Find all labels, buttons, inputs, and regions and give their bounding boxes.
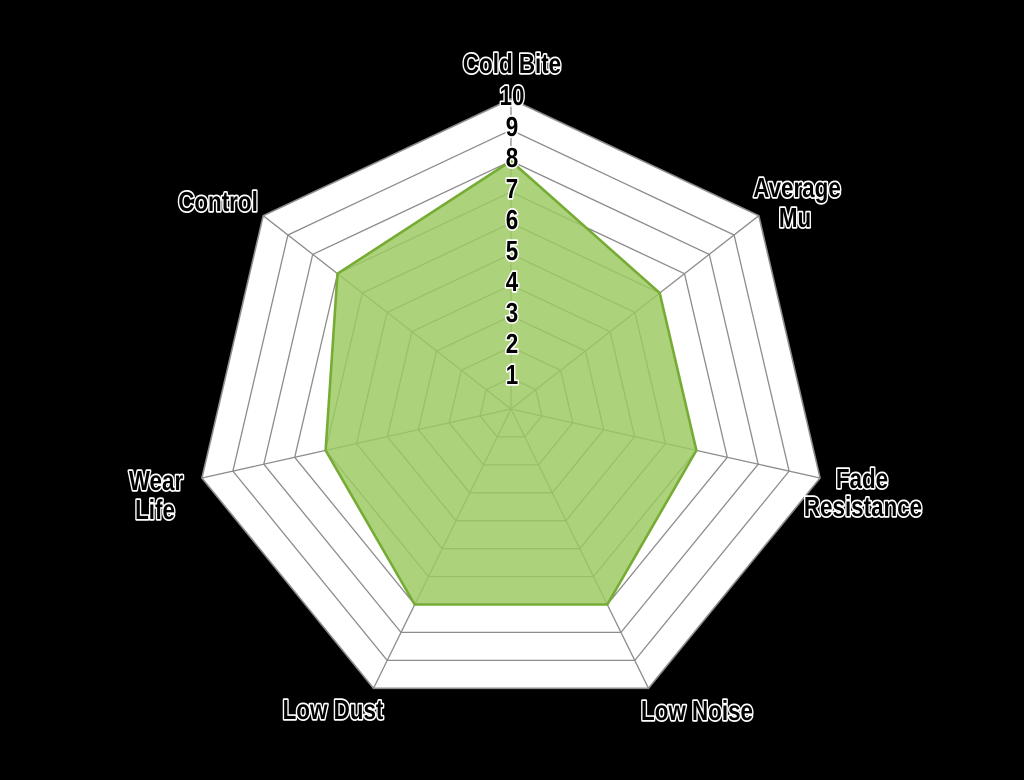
tick-label: 9 — [506, 112, 518, 143]
axis-label-wear-life: Life — [135, 495, 175, 526]
axis-label-cold-bite: Cold Bite — [463, 49, 561, 80]
tick-label: 6 — [506, 205, 518, 236]
axis-label-control: Control — [178, 187, 258, 218]
grid-ring — [263, 160, 759, 634]
grid-ring — [232, 129, 790, 662]
axis-label-low-noise: Low Noise — [641, 696, 753, 727]
tick-label: 8 — [506, 143, 518, 174]
axis-label-low-dust: Low Dust — [283, 695, 384, 726]
tick-label: 2 — [506, 329, 518, 360]
axis-label-wear-life: Wear — [129, 466, 183, 497]
axis-label-average-mu: Average — [753, 173, 841, 204]
axis-label-fade-resistance: Fade — [836, 464, 888, 495]
tick-label: 10 — [500, 81, 525, 112]
tick-label: 1 — [506, 360, 518, 391]
data-polygon — [324, 159, 698, 606]
axis-label-average-mu: Mu — [779, 203, 811, 234]
tick-label: 4 — [506, 267, 518, 298]
tick-label: 3 — [506, 298, 518, 329]
tick-label: 5 — [506, 236, 518, 267]
tick-label: 7 — [506, 174, 518, 205]
axis-label-fade-resistance: Resistance — [804, 492, 922, 523]
